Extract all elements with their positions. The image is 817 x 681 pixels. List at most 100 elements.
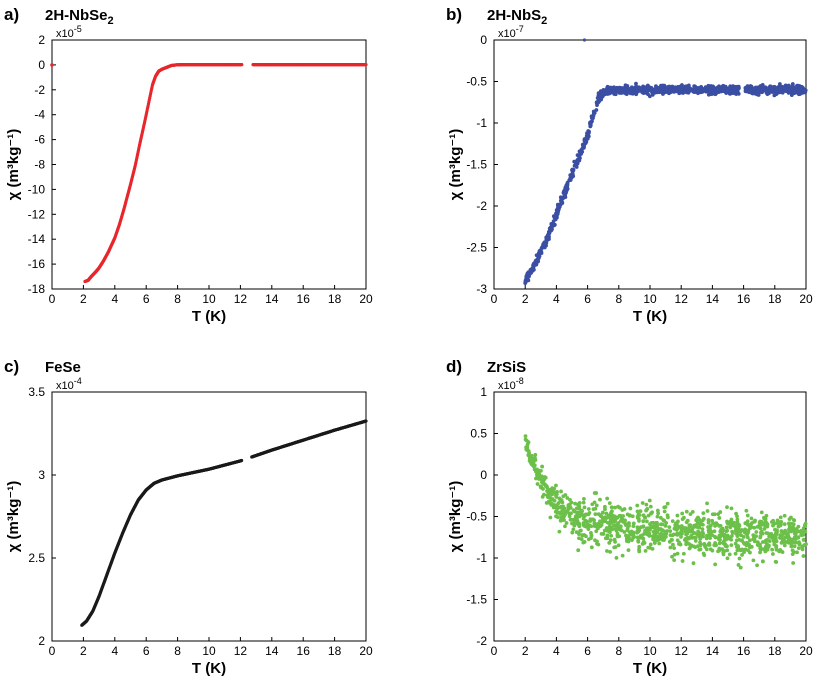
data-point bbox=[725, 521, 730, 526]
data-point bbox=[744, 86, 749, 91]
data-point bbox=[798, 86, 803, 91]
data-point bbox=[584, 134, 589, 139]
data-point bbox=[586, 507, 591, 511]
data-point bbox=[523, 434, 528, 439]
data-point bbox=[648, 525, 653, 530]
data-point bbox=[782, 539, 787, 544]
data-point bbox=[545, 236, 550, 241]
data-point bbox=[756, 93, 761, 97]
x-tick-label: 18 bbox=[328, 292, 342, 306]
x-tick-label: 2 bbox=[522, 644, 529, 658]
data-point bbox=[677, 540, 682, 545]
data-point bbox=[701, 531, 706, 536]
data-point bbox=[559, 489, 563, 494]
x-tick-label: 20 bbox=[359, 292, 373, 306]
x-tick-label: 4 bbox=[111, 292, 118, 306]
y-tick-label: 2 bbox=[38, 634, 45, 648]
data-point bbox=[582, 497, 586, 501]
data-point bbox=[650, 92, 655, 97]
data-point bbox=[770, 88, 775, 93]
data-point bbox=[567, 502, 572, 507]
data-point bbox=[773, 527, 777, 532]
data-point bbox=[660, 537, 665, 542]
data-point bbox=[641, 536, 646, 541]
data-point bbox=[632, 87, 637, 92]
data-point bbox=[593, 538, 597, 543]
data-point bbox=[655, 90, 659, 95]
data-point bbox=[747, 545, 752, 550]
data-point bbox=[663, 523, 668, 528]
data-point bbox=[789, 529, 794, 534]
data-point bbox=[720, 547, 725, 552]
data-point bbox=[608, 85, 613, 90]
data-point bbox=[709, 87, 714, 92]
panel-letter: c) bbox=[4, 357, 19, 376]
data-point bbox=[577, 532, 581, 537]
data-point bbox=[608, 550, 612, 554]
axis-multiplier: x10-5 bbox=[56, 24, 82, 40]
x-tick-label: 12 bbox=[675, 292, 689, 306]
data-point bbox=[641, 519, 646, 524]
data-point bbox=[618, 513, 623, 518]
data-point bbox=[749, 516, 754, 521]
data-point bbox=[803, 88, 808, 93]
data-point bbox=[722, 88, 726, 93]
data-point bbox=[664, 530, 668, 535]
data-point bbox=[729, 543, 734, 548]
data-point bbox=[597, 521, 601, 526]
data-point bbox=[609, 515, 613, 520]
data-point bbox=[699, 519, 704, 524]
data-point bbox=[745, 513, 750, 518]
data-point bbox=[688, 512, 693, 517]
data-point bbox=[613, 505, 617, 510]
data-point bbox=[688, 87, 693, 91]
data-point bbox=[740, 547, 745, 552]
data-point bbox=[725, 528, 730, 533]
data-point bbox=[525, 448, 530, 453]
data-point bbox=[581, 516, 586, 521]
data-point bbox=[736, 563, 741, 567]
data-point bbox=[641, 524, 646, 529]
data-point bbox=[573, 517, 578, 521]
data-point bbox=[734, 538, 739, 543]
data-point bbox=[745, 535, 750, 540]
x-tick-label: 8 bbox=[615, 292, 622, 306]
data-point bbox=[653, 528, 658, 533]
y-tick-label: -1.5 bbox=[466, 158, 487, 172]
data-point bbox=[655, 538, 659, 543]
x-tick-label: 6 bbox=[143, 292, 150, 306]
data-point bbox=[741, 534, 746, 539]
data-point bbox=[577, 522, 582, 527]
data-point bbox=[767, 534, 772, 539]
data-point bbox=[751, 558, 756, 563]
data-point bbox=[706, 530, 711, 534]
data-point bbox=[364, 419, 368, 423]
data-point bbox=[668, 533, 673, 538]
data-point bbox=[602, 89, 607, 94]
data-point bbox=[803, 521, 808, 526]
data-point bbox=[717, 516, 722, 520]
data-point bbox=[583, 512, 588, 517]
data-point bbox=[755, 563, 759, 568]
y-axis-label: χ (m³kg⁻¹) bbox=[447, 481, 464, 553]
data-point bbox=[605, 520, 610, 525]
data-point bbox=[637, 528, 642, 533]
y-tick-label: -6 bbox=[34, 133, 45, 147]
x-axis-label: T (K) bbox=[633, 660, 667, 677]
x-tick-label: 18 bbox=[328, 644, 342, 658]
data-point bbox=[594, 503, 599, 508]
data-point bbox=[586, 537, 591, 542]
data-point bbox=[713, 92, 718, 97]
y-tick-label: 0 bbox=[480, 468, 487, 482]
data-point bbox=[601, 532, 606, 536]
data-point bbox=[701, 511, 706, 516]
data-point bbox=[577, 514, 582, 519]
data-point bbox=[800, 544, 805, 549]
data-point bbox=[744, 89, 749, 94]
data-point bbox=[664, 521, 669, 525]
data-point bbox=[574, 165, 579, 169]
data-point bbox=[580, 533, 585, 537]
data-point bbox=[590, 517, 595, 522]
data-point bbox=[565, 496, 570, 500]
data-point bbox=[647, 498, 652, 503]
